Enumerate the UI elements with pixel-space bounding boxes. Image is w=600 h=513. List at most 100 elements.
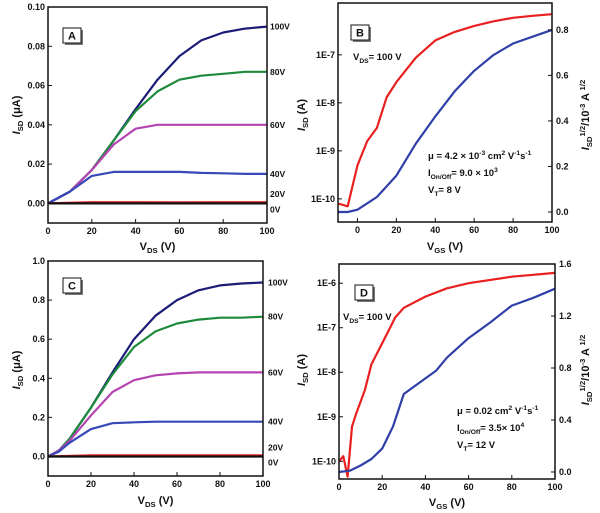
y-tick-label: 0.00 bbox=[27, 198, 45, 208]
annotation: μ = 4.2 × 10-3 cm2 V-1s-1 bbox=[428, 150, 532, 162]
y2-axis-label-part: /10 bbox=[580, 111, 592, 126]
y-tick-label: 0.08 bbox=[27, 41, 45, 51]
panel-label-box bbox=[62, 27, 82, 44]
annotation-part: 2 bbox=[509, 405, 513, 412]
annotation-part: 4 bbox=[520, 422, 524, 429]
annotation: VT= 12 V bbox=[457, 440, 496, 453]
y2-axis-label-part: 1/2 bbox=[578, 126, 587, 137]
x-tick-label: 0 bbox=[336, 482, 341, 492]
annotation-part: = 9.0 × 10 bbox=[451, 168, 494, 179]
y-axis-label-part: (μA) bbox=[11, 350, 23, 375]
x-tick-label: 80 bbox=[507, 482, 517, 492]
annotation-part: V bbox=[343, 312, 350, 323]
x-tick-label: 60 bbox=[172, 479, 182, 489]
y-axis-label-part: SD bbox=[301, 372, 310, 383]
panel-c: 100V 80V 60V 40V 20V 0V 0 20 40 60 80 100 0.0 0.2 0.4 0… bbox=[11, 256, 288, 509]
annotation-part: T bbox=[434, 191, 438, 198]
y-axis-label-part: SD bbox=[301, 117, 310, 128]
y2-axis-label-part: I bbox=[580, 401, 592, 405]
y2-axis-label-part: 1/2 bbox=[578, 335, 587, 346]
y2-tick-label: 1.6 bbox=[559, 259, 572, 269]
y-axis-label-part: (A) bbox=[296, 99, 308, 118]
y2-tick-label: 0.6 bbox=[556, 70, 569, 80]
annotation: IOn/Off= 9.0 × 103 bbox=[428, 167, 498, 181]
annotation-part: = 100 V bbox=[359, 312, 393, 323]
panel-label: C bbox=[68, 281, 76, 293]
annotation: VDS= 100 V bbox=[343, 312, 392, 325]
y2-axis-label-part: A bbox=[580, 90, 592, 103]
x-axis-label: VDS (V) bbox=[138, 495, 174, 509]
y2-tick-label: 0.2 bbox=[556, 161, 569, 171]
annotation-part: -1 bbox=[532, 405, 538, 412]
y-axis-label: ISD (A) bbox=[296, 99, 310, 131]
y2-axis-label-part: 1/2 bbox=[578, 381, 587, 392]
x-tick-label: 0 bbox=[355, 225, 360, 235]
panel-d: 0 20 40 60 80 100 1E-10 1E-9 1E-8 1E-7 1E-6 0.0 0.4 0… bbox=[296, 259, 594, 511]
y2-tick-label: 0.4 bbox=[559, 415, 572, 425]
annotation-part: = 3.5× 10 bbox=[480, 423, 520, 434]
annotation-part: V bbox=[353, 52, 360, 63]
series-label: 60V bbox=[270, 120, 285, 130]
y-tick-label: 1E-7 bbox=[316, 50, 335, 60]
x-tick-label: 40 bbox=[430, 225, 440, 235]
y2-tick-label: 0.8 bbox=[556, 25, 569, 35]
x-tick-label: 80 bbox=[215, 479, 225, 489]
panel-label: B bbox=[356, 28, 364, 40]
series-label: 40V bbox=[268, 417, 283, 427]
annotation-part: 2 bbox=[502, 150, 506, 157]
y-tick-label: 0.06 bbox=[27, 81, 45, 91]
x-tick-label: 60 bbox=[174, 226, 184, 236]
y-axis-label: ISD (A) bbox=[296, 354, 310, 386]
annotation: VT= 8 V bbox=[428, 185, 462, 198]
x-axis-label: VGS (V) bbox=[429, 497, 466, 511]
y2-axis-label-part: 1/2 bbox=[578, 80, 587, 91]
x-tick-label: 20 bbox=[86, 479, 96, 489]
y-tick-label: 0.04 bbox=[27, 120, 45, 130]
y-tick-label: 1E-9 bbox=[316, 146, 335, 156]
plot-frame bbox=[47, 6, 268, 224]
series-label: 0V bbox=[268, 457, 279, 467]
annotation-part: -1 bbox=[521, 405, 527, 412]
series-label: 20V bbox=[268, 442, 283, 452]
panel-b: 0 20 40 60 80 100 1E-10 1E-9 1E-8 1E-7 0.0 0.2 0.4 0.… bbox=[296, 2, 594, 255]
annotation-part: cm bbox=[485, 151, 501, 162]
annotation-part: s bbox=[527, 406, 532, 417]
annotation-part: I bbox=[428, 168, 431, 179]
series-line-60v bbox=[47, 371, 263, 458]
y2-tick-label: 0.4 bbox=[556, 116, 569, 126]
y2-axis-label-part: A bbox=[580, 345, 592, 358]
annotation: IOn/Off= 3.5× 104 bbox=[457, 422, 524, 436]
x-tick-label: 0 bbox=[45, 226, 50, 236]
y-tick-label: 1E-8 bbox=[317, 367, 336, 377]
annotation-part: = 8 V bbox=[438, 185, 461, 196]
panel-a: 100V 80V 60V 40V 20V 0V 0 20 40 60 80 100 0.00 0.02 0.… bbox=[11, 2, 290, 255]
x-tick-label: 60 bbox=[464, 482, 474, 492]
y-tick-label: 0.0 bbox=[32, 451, 45, 461]
annotation: VDS= 100 V bbox=[353, 52, 402, 65]
y2-axis-label-part: SD bbox=[585, 391, 594, 402]
y-tick-label: 1E-6 bbox=[317, 278, 336, 288]
y-axis-label-part: I bbox=[11, 385, 23, 389]
y-tick-label: 0.02 bbox=[27, 159, 45, 169]
annotation-part: On/Off bbox=[460, 429, 481, 436]
x-tick-label: 100 bbox=[544, 225, 559, 235]
series-line-60v bbox=[47, 123, 267, 205]
x-axis-label-part: GS bbox=[436, 502, 447, 511]
x-axis-label-part: V bbox=[138, 495, 146, 507]
y-tick-label: 0.10 bbox=[27, 2, 45, 12]
plot-frame bbox=[338, 263, 556, 480]
series-line-100v bbox=[47, 25, 268, 205]
series-line-40v bbox=[47, 420, 263, 458]
y-tick-label: 0.2 bbox=[32, 412, 45, 422]
panel-label-box bbox=[350, 24, 370, 41]
y2-axis-label: ISD1/2/10-3 A 1/2 bbox=[578, 335, 594, 406]
y2-tick-label: 0.0 bbox=[559, 467, 572, 477]
annotation-part: -3 bbox=[479, 150, 485, 157]
y2-tick-label: 1.2 bbox=[559, 311, 572, 321]
y-tick-label: 1.0 bbox=[32, 256, 45, 266]
annotation-part: V bbox=[428, 185, 435, 196]
annotation-part: s bbox=[520, 151, 525, 162]
x-tick-label: 40 bbox=[129, 479, 139, 489]
series-line-0 bbox=[337, 13, 553, 208]
